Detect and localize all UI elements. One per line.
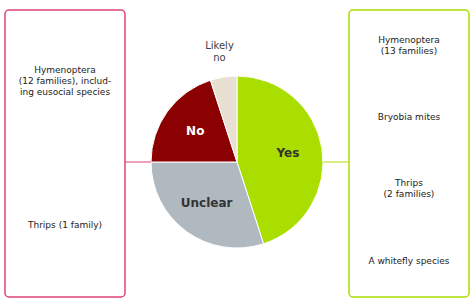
box-border: [349, 10, 469, 297]
annotation-text: Bryobia mites: [378, 112, 441, 122]
annotation-box: Hymenoptera(12 families), includ-ing eus…: [5, 10, 125, 297]
slice-label: No: [186, 124, 204, 138]
slice-label: Unclear: [181, 196, 233, 210]
annotation-text: Thrips (1 family): [27, 220, 102, 230]
chart: Yes Unclear No Likelyno Hymenoptera(12 famil…: [0, 0, 474, 307]
pie: [151, 76, 323, 248]
pie-labels: Yes Unclear No Likelyno: [181, 40, 300, 211]
connector: [323, 162, 349, 163]
annotation-text: Hymenoptera(13 families): [378, 35, 440, 56]
annotation-box: Hymenoptera(13 families) Bryobia mites Thr…: [349, 10, 469, 297]
pie-slice: [210, 76, 237, 162]
annotation-text: Hymenoptera(12 families), includ-ing eus…: [19, 65, 112, 97]
annotation-text: Thrips(2 families): [384, 178, 435, 199]
annotation-text: A whitefly species: [368, 256, 449, 266]
connector: [125, 162, 151, 163]
pie-slice: [151, 162, 264, 248]
box-border: [5, 10, 125, 297]
slice-label: Likelyno: [205, 40, 234, 63]
slice-label: Yes: [276, 146, 300, 160]
